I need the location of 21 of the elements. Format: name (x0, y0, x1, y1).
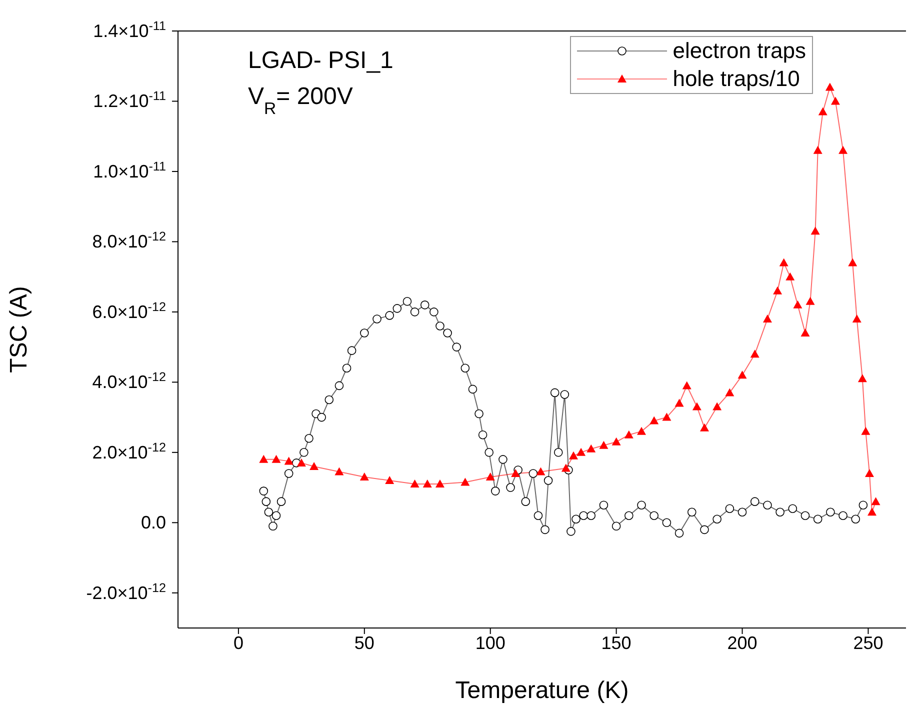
annotation: LGAD- PSI_1 (248, 47, 394, 74)
y-tick-label: 2.0×10$^{-12}$ (92, 440, 166, 462)
y-tick-label: 0.0 (140, 512, 166, 533)
y-tick-label: 1.0×10$^{-11}$ (93, 159, 166, 182)
x-tick-label: 150 (601, 632, 632, 653)
legend-label: electron traps (672, 37, 806, 65)
y-tick-label: -2.0×10$^{-12}$ (86, 580, 166, 603)
x-tick-label: 50 (354, 632, 374, 653)
y-tick-label: 1.4×10$^{-11}$ (93, 19, 166, 41)
x-tick-label: 200 (727, 632, 758, 653)
x-axis-title: Temperature (K) (455, 677, 629, 704)
y-tick-label: 6.0×10$^{-12}$ (92, 300, 166, 322)
x-tick-label: 100 (475, 632, 506, 653)
y-tick-label: 8.0×10$^{-12}$ (92, 230, 166, 252)
x-tick-label: 250 (853, 632, 884, 653)
y-tick-label: 4.0×10$^{-12}$ (92, 370, 166, 392)
x-tick-label: 0 (233, 632, 244, 653)
annotation: V$_{R}$= 200V (248, 83, 353, 118)
y-axis-title: TSC (A) (6, 286, 33, 373)
legend-label: hole traps/10 (672, 65, 800, 93)
y-tick-label: 1.2×10$^{-11}$ (93, 89, 166, 112)
